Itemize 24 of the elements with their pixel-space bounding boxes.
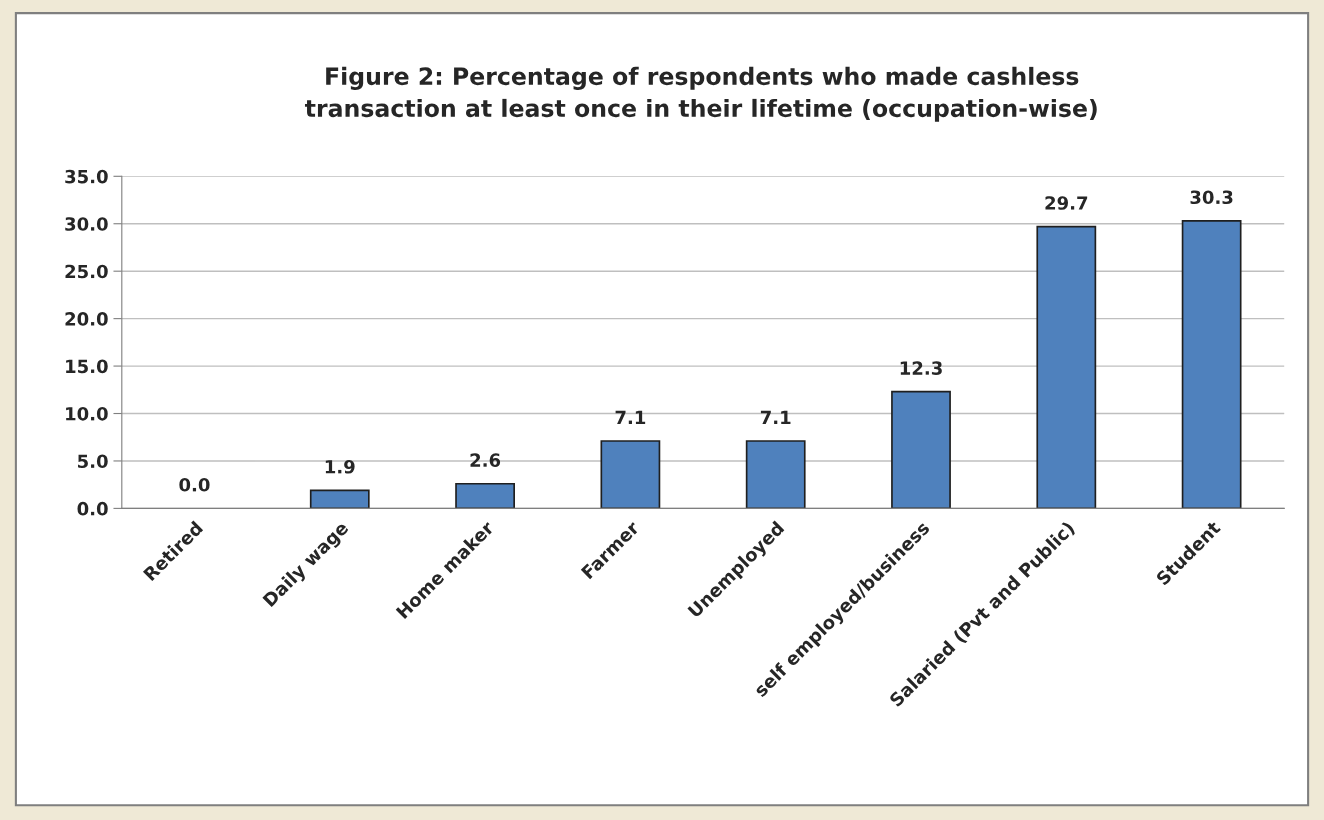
bar [745, 440, 806, 509]
y-tick-label: 30.0 [65, 217, 108, 231]
y-tick-label: 10.0 [66, 406, 108, 421]
y-tick-label: 25.0 [65, 264, 108, 279]
y-tick-label: 20.0 [65, 312, 108, 326]
bar [455, 482, 515, 509]
bar [891, 390, 951, 509]
data-label: 29.7 [1045, 196, 1088, 210]
y-tick-label: 35.0 [65, 169, 108, 184]
bar [1036, 225, 1097, 509]
chart-title: Figure 2: Percentage of respondents who made cashless transaction at least once in their lifetime (occupation-wise) [304, 66, 1097, 122]
bar [309, 489, 370, 509]
data-label: 30.3 [1190, 190, 1233, 205]
data-label: 7.1 [760, 410, 791, 424]
bar [1181, 220, 1242, 509]
data-label: 1.9 [325, 459, 355, 474]
data-label: 0.0 [179, 477, 210, 492]
data-label: 7.1 [615, 410, 646, 424]
data-label: 12.3 [900, 361, 942, 375]
y-tick-label: 15.0 [66, 359, 108, 374]
y-tick-label: 5.0 [78, 454, 108, 469]
bar [600, 440, 661, 509]
y-tick-label: 0.0 [77, 501, 108, 516]
data-label: 2.6 [470, 453, 501, 467]
